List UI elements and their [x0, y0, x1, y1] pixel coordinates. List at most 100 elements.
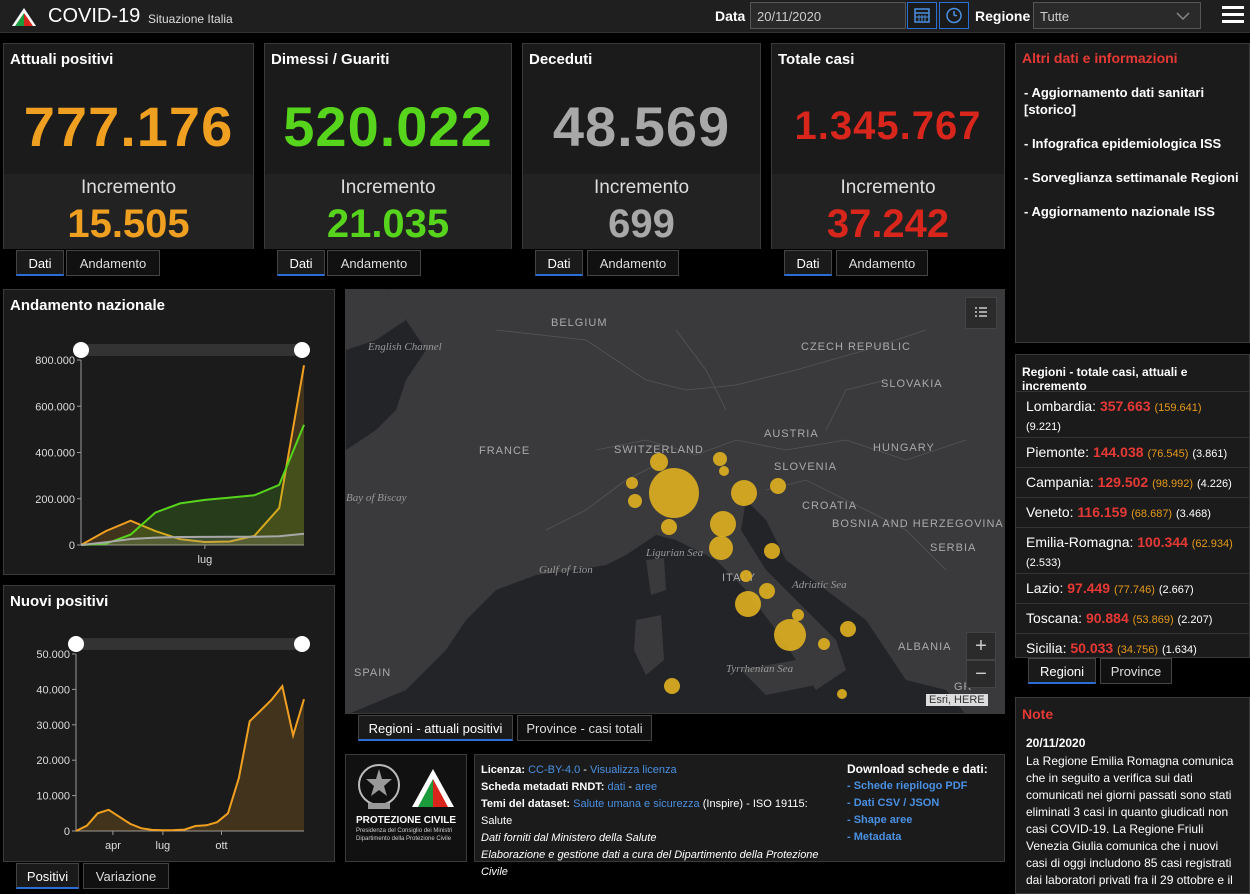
tab-province-casi[interactable]: Province - casi totali	[517, 715, 652, 741]
regione-active: (159.641)	[1154, 402, 1202, 414]
card-value: 1.345.767	[794, 104, 982, 148]
chart-title: Nuovi positivi	[10, 593, 109, 610]
tab-regioni-attuali[interactable]: Regioni - attuali positivi	[358, 715, 513, 741]
menu-button[interactable]	[1222, 6, 1244, 26]
range-slider-track[interactable]	[76, 638, 304, 650]
link-aggiornamento-iss[interactable]: - Aggiornamento nazionale ISS	[1024, 204, 1215, 219]
regione-total: 116.159	[1077, 504, 1128, 520]
region-bubble[interactable]	[650, 453, 668, 471]
time-button[interactable]	[939, 2, 969, 29]
region-bubble[interactable]	[649, 468, 699, 518]
download-pdf-link[interactable]: - Schede riepilogo PDF	[847, 780, 968, 792]
zoom-in-button[interactable]: +	[966, 632, 996, 660]
downloads-section: Download schede e dati: - Schede riepilo…	[847, 762, 997, 843]
regione-total: 357.663	[1099, 398, 1151, 414]
map-canvas[interactable]: BELGIUM English Channel CZECH REPUBLIC SLOV…	[346, 290, 1005, 714]
range-slider-track[interactable]	[81, 344, 304, 356]
range-slider-handle[interactable]	[294, 342, 310, 358]
region-bubble[interactable]	[626, 477, 638, 489]
tab-dati[interactable]: Dati	[535, 250, 583, 276]
map-panel[interactable]: BELGIUM English Channel CZECH REPUBLIC SLOV…	[345, 289, 1005, 714]
tab-andamento[interactable]: Andamento	[587, 250, 679, 276]
card-totale-casi: Totale casi 1.345.767 Incremento 37.242	[771, 43, 1005, 249]
tab-andamento[interactable]: Andamento	[836, 250, 928, 276]
download-csv-link[interactable]: - Dati CSV / JSON	[847, 797, 940, 809]
regione-name: Piemonte:	[1026, 444, 1090, 460]
tab-dati[interactable]: Dati	[784, 250, 832, 276]
card-increment-label: Incremento	[340, 177, 436, 198]
regione-inc: (3.861)	[1192, 448, 1228, 460]
tab-andamento[interactable]: Andamento	[66, 250, 160, 276]
tab-positivi[interactable]: Positivi	[16, 863, 79, 889]
regione-active: (77.746)	[1113, 584, 1155, 596]
link-infografica[interactable]: - Infografica epidemiologica ISS	[1024, 136, 1222, 151]
zoom-out-button[interactable]: −	[966, 660, 996, 688]
regione-row: Veneto: 116.159 (68.687) (3.468)	[1016, 497, 1249, 527]
tab-variazione[interactable]: Variazione	[83, 863, 169, 889]
region-bubble[interactable]	[661, 519, 677, 535]
region-bubble[interactable]	[719, 466, 729, 476]
region-select[interactable]: Tutte	[1033, 2, 1201, 29]
metadata-aree-link[interactable]: aree	[635, 781, 658, 793]
map-label: SLOVENIA	[774, 461, 837, 473]
range-slider-handle[interactable]	[68, 636, 84, 652]
download-metadata-link[interactable]: - Metadata	[847, 831, 902, 843]
logo-subtitle-1: Presidenza del Consiglio dei Ministri	[356, 828, 453, 834]
link-aggiornamento-dati[interactable]: - Aggiornamento dati sanitari [storico]	[1024, 85, 1205, 117]
region-bubble[interactable]	[818, 638, 830, 650]
region-bubble[interactable]	[759, 583, 775, 599]
region-bubble[interactable]	[664, 678, 680, 694]
link-sorveglianza[interactable]: - Sorveglianza settimanale Regioni	[1024, 170, 1239, 185]
region-bubble[interactable]	[735, 591, 761, 617]
links-panel: Altri dati e informazioni - Aggiornament…	[1015, 43, 1250, 343]
region-bubble[interactable]	[628, 494, 642, 508]
regione-row: Piemonte: 144.038 (76.545) (3.861)	[1016, 437, 1249, 467]
tab-regioni[interactable]: Regioni	[1028, 658, 1096, 684]
date-input[interactable]: 20/11/2020	[750, 2, 906, 29]
regione-name: Veneto:	[1026, 504, 1074, 520]
tab-andamento[interactable]: Andamento	[327, 250, 421, 276]
app-title: COVID-19	[48, 5, 141, 27]
download-shape-link[interactable]: - Shape aree	[847, 814, 913, 826]
regione-active: (98.992)	[1152, 478, 1194, 490]
map-legend-button[interactable]	[965, 297, 997, 329]
themes-link[interactable]: Salute umana e sicurezza	[573, 798, 700, 810]
range-slider-handle[interactable]	[294, 636, 310, 652]
regione-name: Sicilia:	[1026, 640, 1067, 656]
tab-dati[interactable]: Dati	[16, 250, 64, 276]
regione-total: 144.038	[1092, 444, 1144, 460]
regione-row: Lombardia: 357.663 (159.641) (9.221)	[1016, 391, 1249, 437]
region-bubble[interactable]	[774, 619, 806, 651]
region-bubble[interactable]	[840, 621, 856, 637]
card-deceduti: Deceduti 48.569 Incremento 699	[522, 43, 761, 249]
license-link[interactable]: CC-BY-4.0	[528, 764, 581, 776]
series-area	[81, 533, 304, 545]
series-line	[80, 424, 305, 546]
region-bubble[interactable]	[740, 570, 752, 582]
y-tick-label: 400.000	[35, 448, 75, 460]
region-bubble[interactable]	[731, 480, 757, 506]
view-license-link[interactable]: Visualizza licenza	[590, 764, 677, 776]
region-bubble[interactable]	[710, 511, 736, 537]
region-bubble[interactable]	[837, 689, 847, 699]
region-bubble[interactable]	[770, 478, 786, 494]
map-label: SERBIA	[930, 542, 976, 554]
tab-dati[interactable]: Dati	[277, 250, 325, 276]
range-slider-handle[interactable]	[73, 342, 89, 358]
regione-name: Emilia-Romagna:	[1026, 534, 1134, 550]
regione-total: 90.884	[1085, 610, 1129, 626]
region-bubble[interactable]	[792, 609, 804, 621]
chevron-down-icon	[1176, 12, 1190, 21]
calendar-button[interactable]	[907, 2, 937, 29]
regione-inc: (4.226)	[1196, 478, 1232, 490]
region-bubble[interactable]	[713, 452, 727, 466]
nuovi-positivi-chart: 0 10.000 20.000 30.000 40.000 50.000 apr lug ott	[36, 636, 310, 852]
region-bubble[interactable]	[764, 543, 780, 559]
tab-province[interactable]: Province	[1100, 658, 1172, 684]
metadata-dati-link[interactable]: dati	[607, 781, 626, 793]
note-date: 20/11/2020	[1026, 736, 1086, 750]
region-bubble[interactable]	[709, 536, 733, 560]
regione-row: Lazio: 97.449 (77.746) (2.667)	[1016, 573, 1249, 603]
clock-icon	[946, 7, 962, 24]
card-dimessi-guariti: Dimessi / Guariti 520.022 Incremento 21.…	[264, 43, 512, 249]
